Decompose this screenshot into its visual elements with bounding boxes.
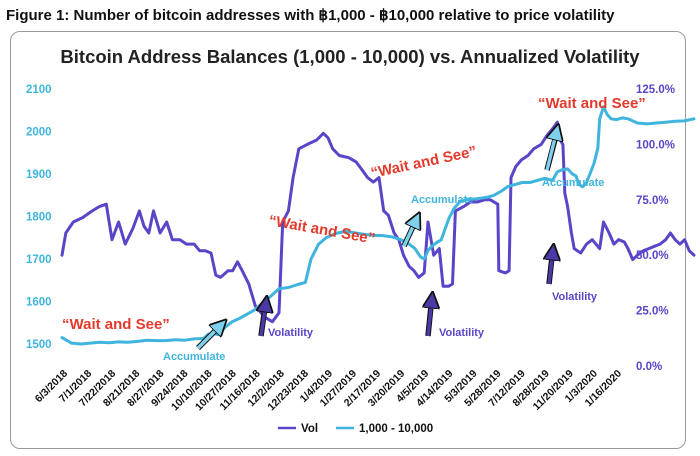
y-right-tick-label: 100.0% — [636, 139, 675, 151]
annotation-volatility-3: Volatility — [552, 291, 598, 303]
series-line-addresses — [60, 105, 696, 346]
accumulate-arrow-2 — [402, 218, 417, 247]
y-left-tick-label: 2000 — [26, 127, 52, 139]
annotation-accumulate-3: Accumulate — [542, 177, 604, 189]
volatility-arrow-1 — [261, 302, 266, 337]
legend-vol-label: Vol — [301, 423, 318, 435]
annotation-volatility-2: Volatility — [439, 327, 485, 339]
y-right-tick-label: 125.0% — [636, 84, 675, 96]
figure-title: Figure 1: Number of bitcoin addresses wi… — [6, 7, 615, 24]
annotation-wait-and-see-1: “Wait and See” — [62, 316, 170, 333]
legend-addresses-label: 1,000 - 10,000 — [359, 423, 433, 435]
volatility-arrow-3 — [549, 250, 553, 285]
y-left-tick-label: 1800 — [26, 212, 52, 224]
y-right-tick-label: 25.0% — [636, 306, 669, 318]
y-right-tick-label: 50.0% — [636, 250, 669, 262]
accumulate-arrow-1 — [196, 324, 222, 350]
annotation-accumulate-2: Accumulate — [411, 194, 473, 206]
y-left-tick-label: 1500 — [26, 339, 52, 351]
chart-title: Bitcoin Address Balances (1,000 - 10,000… — [60, 46, 640, 67]
annotation-wait-and-see-3: “Wait and See” — [369, 143, 478, 182]
accumulate-arrow-3 — [545, 130, 557, 171]
volatility-arrow-2 — [428, 298, 432, 337]
y-left-tick-label: 1900 — [26, 169, 52, 181]
y-left-tick-label: 1700 — [26, 254, 52, 266]
series-line-vol — [60, 120, 696, 324]
y-right-tick-label: 0.0% — [636, 361, 662, 373]
y-right-tick-label: 75.0% — [636, 195, 669, 207]
y-left-tick-label: 2100 — [26, 84, 52, 96]
annotation-wait-and-see-4: “Wait and See” — [538, 95, 646, 112]
y-left-tick-label: 1600 — [26, 297, 52, 309]
annotation-volatility-1: Volatility — [268, 327, 314, 339]
annotation-accumulate-1: Accumulate — [163, 351, 225, 363]
